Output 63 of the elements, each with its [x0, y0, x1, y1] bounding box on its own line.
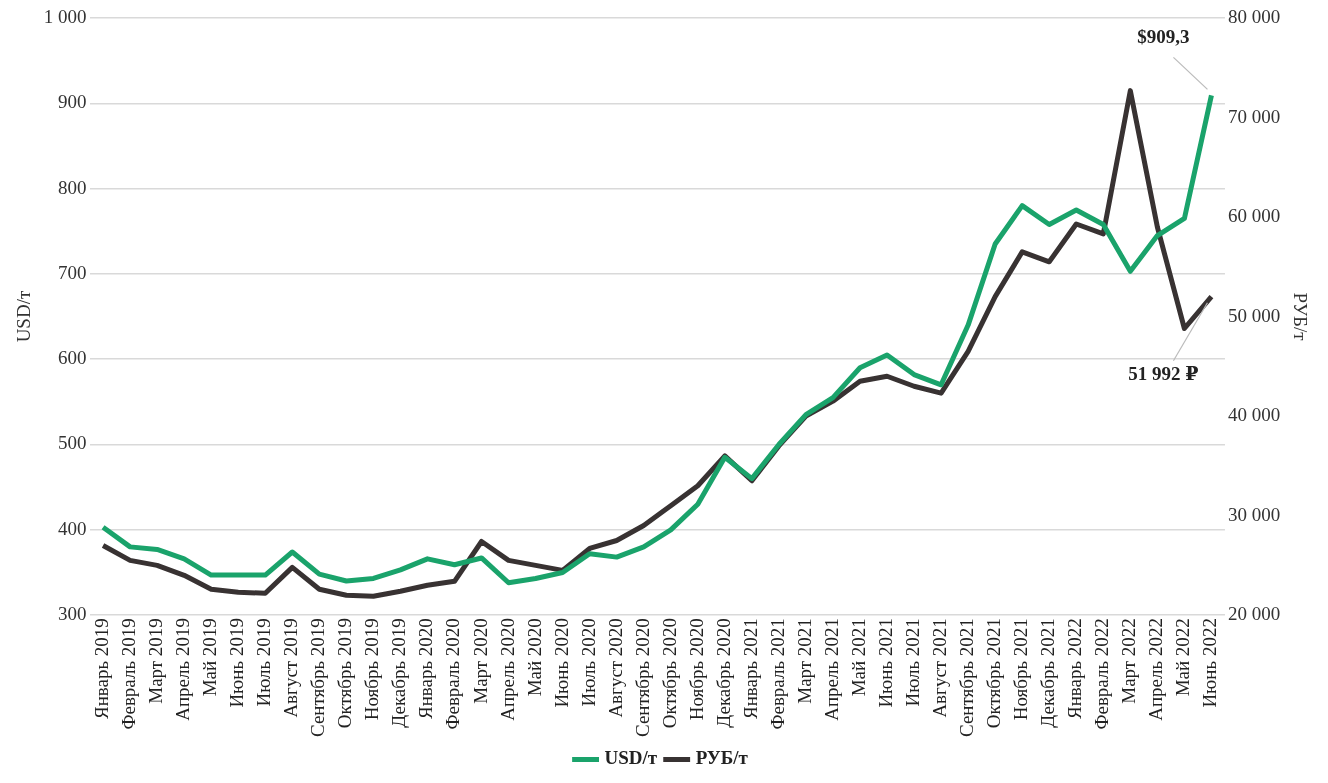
- y2-tick-label: 40 000: [1227, 404, 1281, 426]
- y-tick-label: 300: [58, 603, 87, 625]
- x-tick-label: Ноябрь 2020: [685, 618, 707, 721]
- x-tick-label: Февраль 2020: [442, 618, 464, 730]
- y2-tick-label: 20 000: [1227, 603, 1281, 625]
- legend-label: РУБ/т: [695, 747, 749, 769]
- x-tick-label: Март 2019: [145, 618, 167, 704]
- y-tick-label: 500: [58, 432, 87, 454]
- x-tick-label: Май 2022: [1172, 618, 1194, 697]
- x-tick-label: Сентябрь 2021: [956, 618, 978, 738]
- x-tick-label: Декабрь 2019: [388, 618, 410, 728]
- x-tick-label: Март 2021: [793, 618, 815, 704]
- data-label: 51 992 ₽: [1128, 363, 1199, 385]
- x-tick-label: Январь 2022: [1064, 618, 1086, 720]
- x-tick-label: Май 2021: [847, 618, 869, 697]
- y-tick-label: 700: [58, 261, 87, 283]
- y-tick-label: 900: [58, 91, 87, 113]
- x-tick-label: Февраль 2019: [118, 618, 140, 730]
- x-tick-label: Июль 2019: [253, 618, 275, 707]
- y-tick-label: 400: [58, 517, 87, 539]
- y2-tick-label: 80 000: [1227, 5, 1281, 27]
- x-tick-label: Ноябрь 2021: [1010, 618, 1032, 721]
- x-tick-label: Март 2020: [469, 618, 491, 704]
- x-tick-label: Май 2020: [523, 618, 545, 697]
- x-tick-label: Март 2022: [1118, 618, 1140, 704]
- x-tick-label: Январь 2020: [415, 618, 437, 720]
- x-tick-label: Октябрь 2019: [334, 618, 356, 729]
- x-tick-label: Январь 2019: [91, 618, 113, 720]
- x-tick-label: Апрель 2020: [496, 618, 518, 721]
- y-axis-title: USD/т: [13, 290, 35, 343]
- x-tick-label: Февраль 2022: [1091, 618, 1113, 730]
- x-tick-label: Декабрь 2020: [712, 618, 734, 728]
- y2-tick-label: 50 000: [1227, 304, 1281, 326]
- y2-tick-label: 30 000: [1227, 503, 1281, 525]
- x-tick-label: Сентябрь 2019: [307, 618, 329, 738]
- y2-tick-label: 60 000: [1227, 205, 1281, 227]
- y2-axis-title: РУБ/т: [1289, 292, 1311, 342]
- x-tick-label: Декабрь 2021: [1037, 618, 1059, 728]
- y-tick-label: 600: [58, 347, 87, 369]
- x-tick-label: Ноябрь 2019: [361, 618, 383, 721]
- x-tick-label: Июнь 2020: [550, 618, 572, 708]
- x-tick-label: Апрель 2021: [820, 618, 842, 721]
- y2-tick-label: 70 000: [1227, 105, 1281, 127]
- x-tick-label: Июнь 2022: [1199, 618, 1221, 708]
- x-tick-label: Октябрь 2021: [983, 618, 1005, 729]
- x-tick-label: Январь 2021: [739, 618, 761, 720]
- x-tick-label: Сентябрь 2020: [631, 618, 653, 738]
- y-tick-label: 800: [58, 176, 87, 198]
- x-tick-label: Июль 2021: [902, 618, 924, 707]
- y-tick-label: 1 000: [43, 5, 87, 27]
- x-tick-label: Август 2019: [280, 618, 302, 718]
- x-tick-label: Май 2019: [199, 618, 221, 697]
- x-tick-label: Июнь 2021: [875, 618, 897, 708]
- x-tick-label: Август 2021: [929, 618, 951, 718]
- x-tick-label: Июнь 2019: [226, 618, 248, 708]
- legend-label: USD/т: [604, 747, 658, 769]
- x-tick-label: Февраль 2021: [766, 618, 788, 730]
- x-tick-label: Июль 2020: [577, 618, 599, 707]
- x-tick-label: Август 2020: [604, 618, 626, 718]
- data-label: $909,3: [1137, 25, 1190, 47]
- x-tick-label: Апрель 2019: [172, 618, 194, 721]
- x-tick-label: Апрель 2022: [1145, 618, 1167, 721]
- x-tick-label: Октябрь 2020: [658, 618, 680, 729]
